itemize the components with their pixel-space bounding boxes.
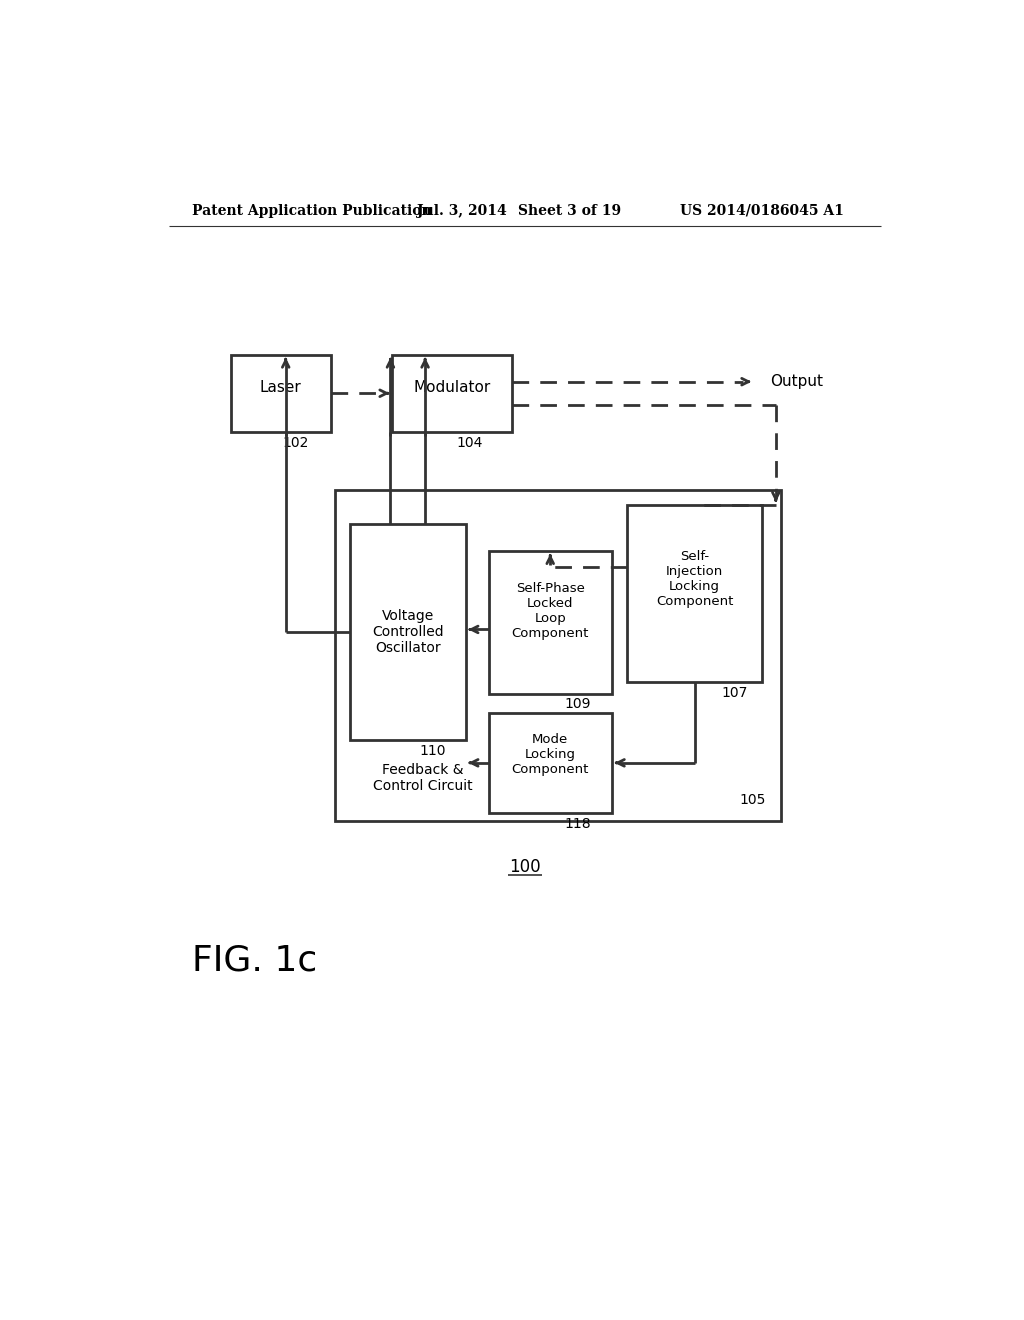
Text: Mode
Locking
Component: Mode Locking Component: [512, 734, 589, 776]
Text: Output: Output: [770, 374, 822, 389]
Text: 118: 118: [564, 817, 591, 830]
Text: US 2014/0186045 A1: US 2014/0186045 A1: [680, 203, 844, 218]
Text: 104: 104: [457, 436, 483, 450]
Text: Patent Application Publication: Patent Application Publication: [193, 203, 432, 218]
Text: FIG. 1c: FIG. 1c: [193, 944, 317, 978]
Bar: [335, 490, 781, 821]
Text: Sheet 3 of 19: Sheet 3 of 19: [518, 203, 621, 218]
Bar: [350, 524, 466, 739]
Bar: [392, 355, 512, 432]
Bar: [230, 355, 331, 432]
Text: Laser: Laser: [260, 380, 302, 395]
Text: Feedback &
Control Circuit: Feedback & Control Circuit: [374, 763, 473, 793]
Text: Modulator: Modulator: [414, 380, 490, 395]
Text: 107: 107: [722, 686, 749, 700]
Bar: [488, 552, 611, 693]
Text: 109: 109: [564, 697, 591, 711]
Text: 105: 105: [739, 793, 766, 807]
Text: Jul. 3, 2014: Jul. 3, 2014: [417, 203, 507, 218]
Text: 100: 100: [509, 858, 541, 875]
Text: 102: 102: [283, 436, 309, 450]
Text: Voltage
Controlled
Oscillator: Voltage Controlled Oscillator: [372, 609, 443, 655]
Bar: [628, 506, 762, 682]
Bar: [488, 713, 611, 813]
Text: Self-Phase
Locked
Loop
Component: Self-Phase Locked Loop Component: [512, 582, 589, 640]
Text: Self-
Injection
Locking
Component: Self- Injection Locking Component: [656, 550, 733, 609]
Text: 110: 110: [420, 743, 446, 758]
